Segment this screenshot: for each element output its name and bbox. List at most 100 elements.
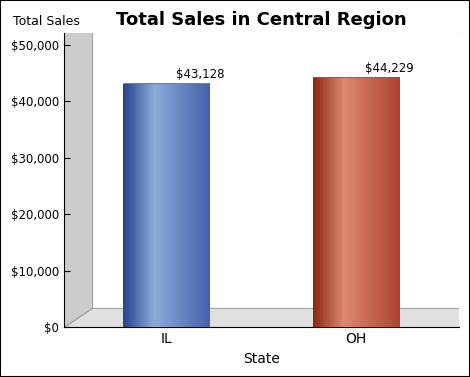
Bar <box>358 77 360 328</box>
Bar <box>174 84 176 328</box>
Bar <box>151 84 153 328</box>
Bar <box>375 77 376 328</box>
Bar <box>363 77 365 328</box>
Bar <box>207 84 209 328</box>
Bar <box>167 84 168 328</box>
Bar <box>329 77 330 328</box>
Bar <box>202 84 203 328</box>
Bar <box>349 77 351 328</box>
Bar <box>194 84 196 328</box>
Bar <box>390 77 391 328</box>
Bar <box>128 84 129 328</box>
Bar <box>345 77 346 328</box>
Bar <box>351 77 352 328</box>
Bar <box>186 84 187 328</box>
Bar <box>353 77 355 328</box>
Bar <box>332 77 333 328</box>
Bar <box>177 84 179 328</box>
Bar <box>346 77 348 328</box>
Text: $43,128: $43,128 <box>175 68 224 81</box>
X-axis label: State: State <box>243 352 280 366</box>
Bar <box>337 77 339 328</box>
Bar <box>200 84 202 328</box>
Bar <box>379 77 381 328</box>
Bar <box>378 77 380 328</box>
Bar <box>180 84 181 328</box>
Bar <box>343 77 345 328</box>
Bar <box>155 84 157 328</box>
Bar <box>139 84 141 328</box>
Bar <box>179 84 180 328</box>
Bar <box>181 84 183 328</box>
Bar <box>131 84 132 328</box>
Bar <box>356 77 358 328</box>
Bar <box>148 84 149 328</box>
Bar <box>142 84 144 328</box>
Bar <box>199 84 200 328</box>
Bar <box>333 77 335 328</box>
Bar <box>124 84 125 328</box>
Bar <box>206 84 208 328</box>
Bar <box>394 77 396 328</box>
Bar <box>317 77 319 328</box>
Bar <box>132 84 133 328</box>
Bar <box>355 77 356 328</box>
Bar <box>385 77 387 328</box>
Bar <box>141 84 142 328</box>
Bar <box>175 84 177 328</box>
Bar <box>319 77 320 328</box>
Bar <box>172 84 174 328</box>
Bar <box>209 84 211 328</box>
Bar <box>313 77 314 328</box>
Bar <box>125 84 126 328</box>
Bar <box>161 84 163 328</box>
Bar <box>184 84 186 328</box>
Bar <box>164 84 165 328</box>
Bar <box>196 84 197 328</box>
Bar <box>371 77 372 328</box>
Bar <box>340 77 342 328</box>
Title: Total Sales in Central Region: Total Sales in Central Region <box>116 11 407 29</box>
Bar <box>327 77 329 328</box>
Bar <box>384 77 385 328</box>
Bar <box>342 77 344 328</box>
Bar <box>126 84 128 328</box>
Bar <box>382 77 384 328</box>
Bar <box>367 77 368 328</box>
Bar <box>149 84 151 328</box>
Bar <box>314 77 316 328</box>
Bar <box>320 77 321 328</box>
Bar <box>135 84 137 328</box>
Bar <box>168 84 170 328</box>
Bar <box>395 77 397 328</box>
Bar <box>369 77 371 328</box>
Bar <box>330 77 332 328</box>
Bar <box>398 77 400 328</box>
Bar <box>144 84 145 328</box>
Bar <box>360 77 362 328</box>
Text: Total Sales: Total Sales <box>13 15 80 28</box>
Bar <box>129 84 131 328</box>
Polygon shape <box>64 308 470 328</box>
Bar <box>191 84 193 328</box>
Bar <box>374 77 375 328</box>
Bar <box>392 77 394 328</box>
Bar <box>335 77 336 328</box>
Bar <box>187 84 188 328</box>
Bar <box>147 84 148 328</box>
Bar <box>381 77 383 328</box>
Bar <box>352 77 353 328</box>
Bar <box>204 84 206 328</box>
Bar <box>203 84 204 328</box>
Bar <box>154 84 156 328</box>
Bar <box>368 77 369 328</box>
Bar <box>136 84 138 328</box>
Bar <box>397 77 399 328</box>
Bar <box>171 84 173 328</box>
Bar <box>339 77 341 328</box>
Bar <box>133 84 135 328</box>
Bar <box>193 84 195 328</box>
Bar <box>316 77 317 328</box>
Bar <box>163 84 164 328</box>
Bar <box>190 84 192 328</box>
